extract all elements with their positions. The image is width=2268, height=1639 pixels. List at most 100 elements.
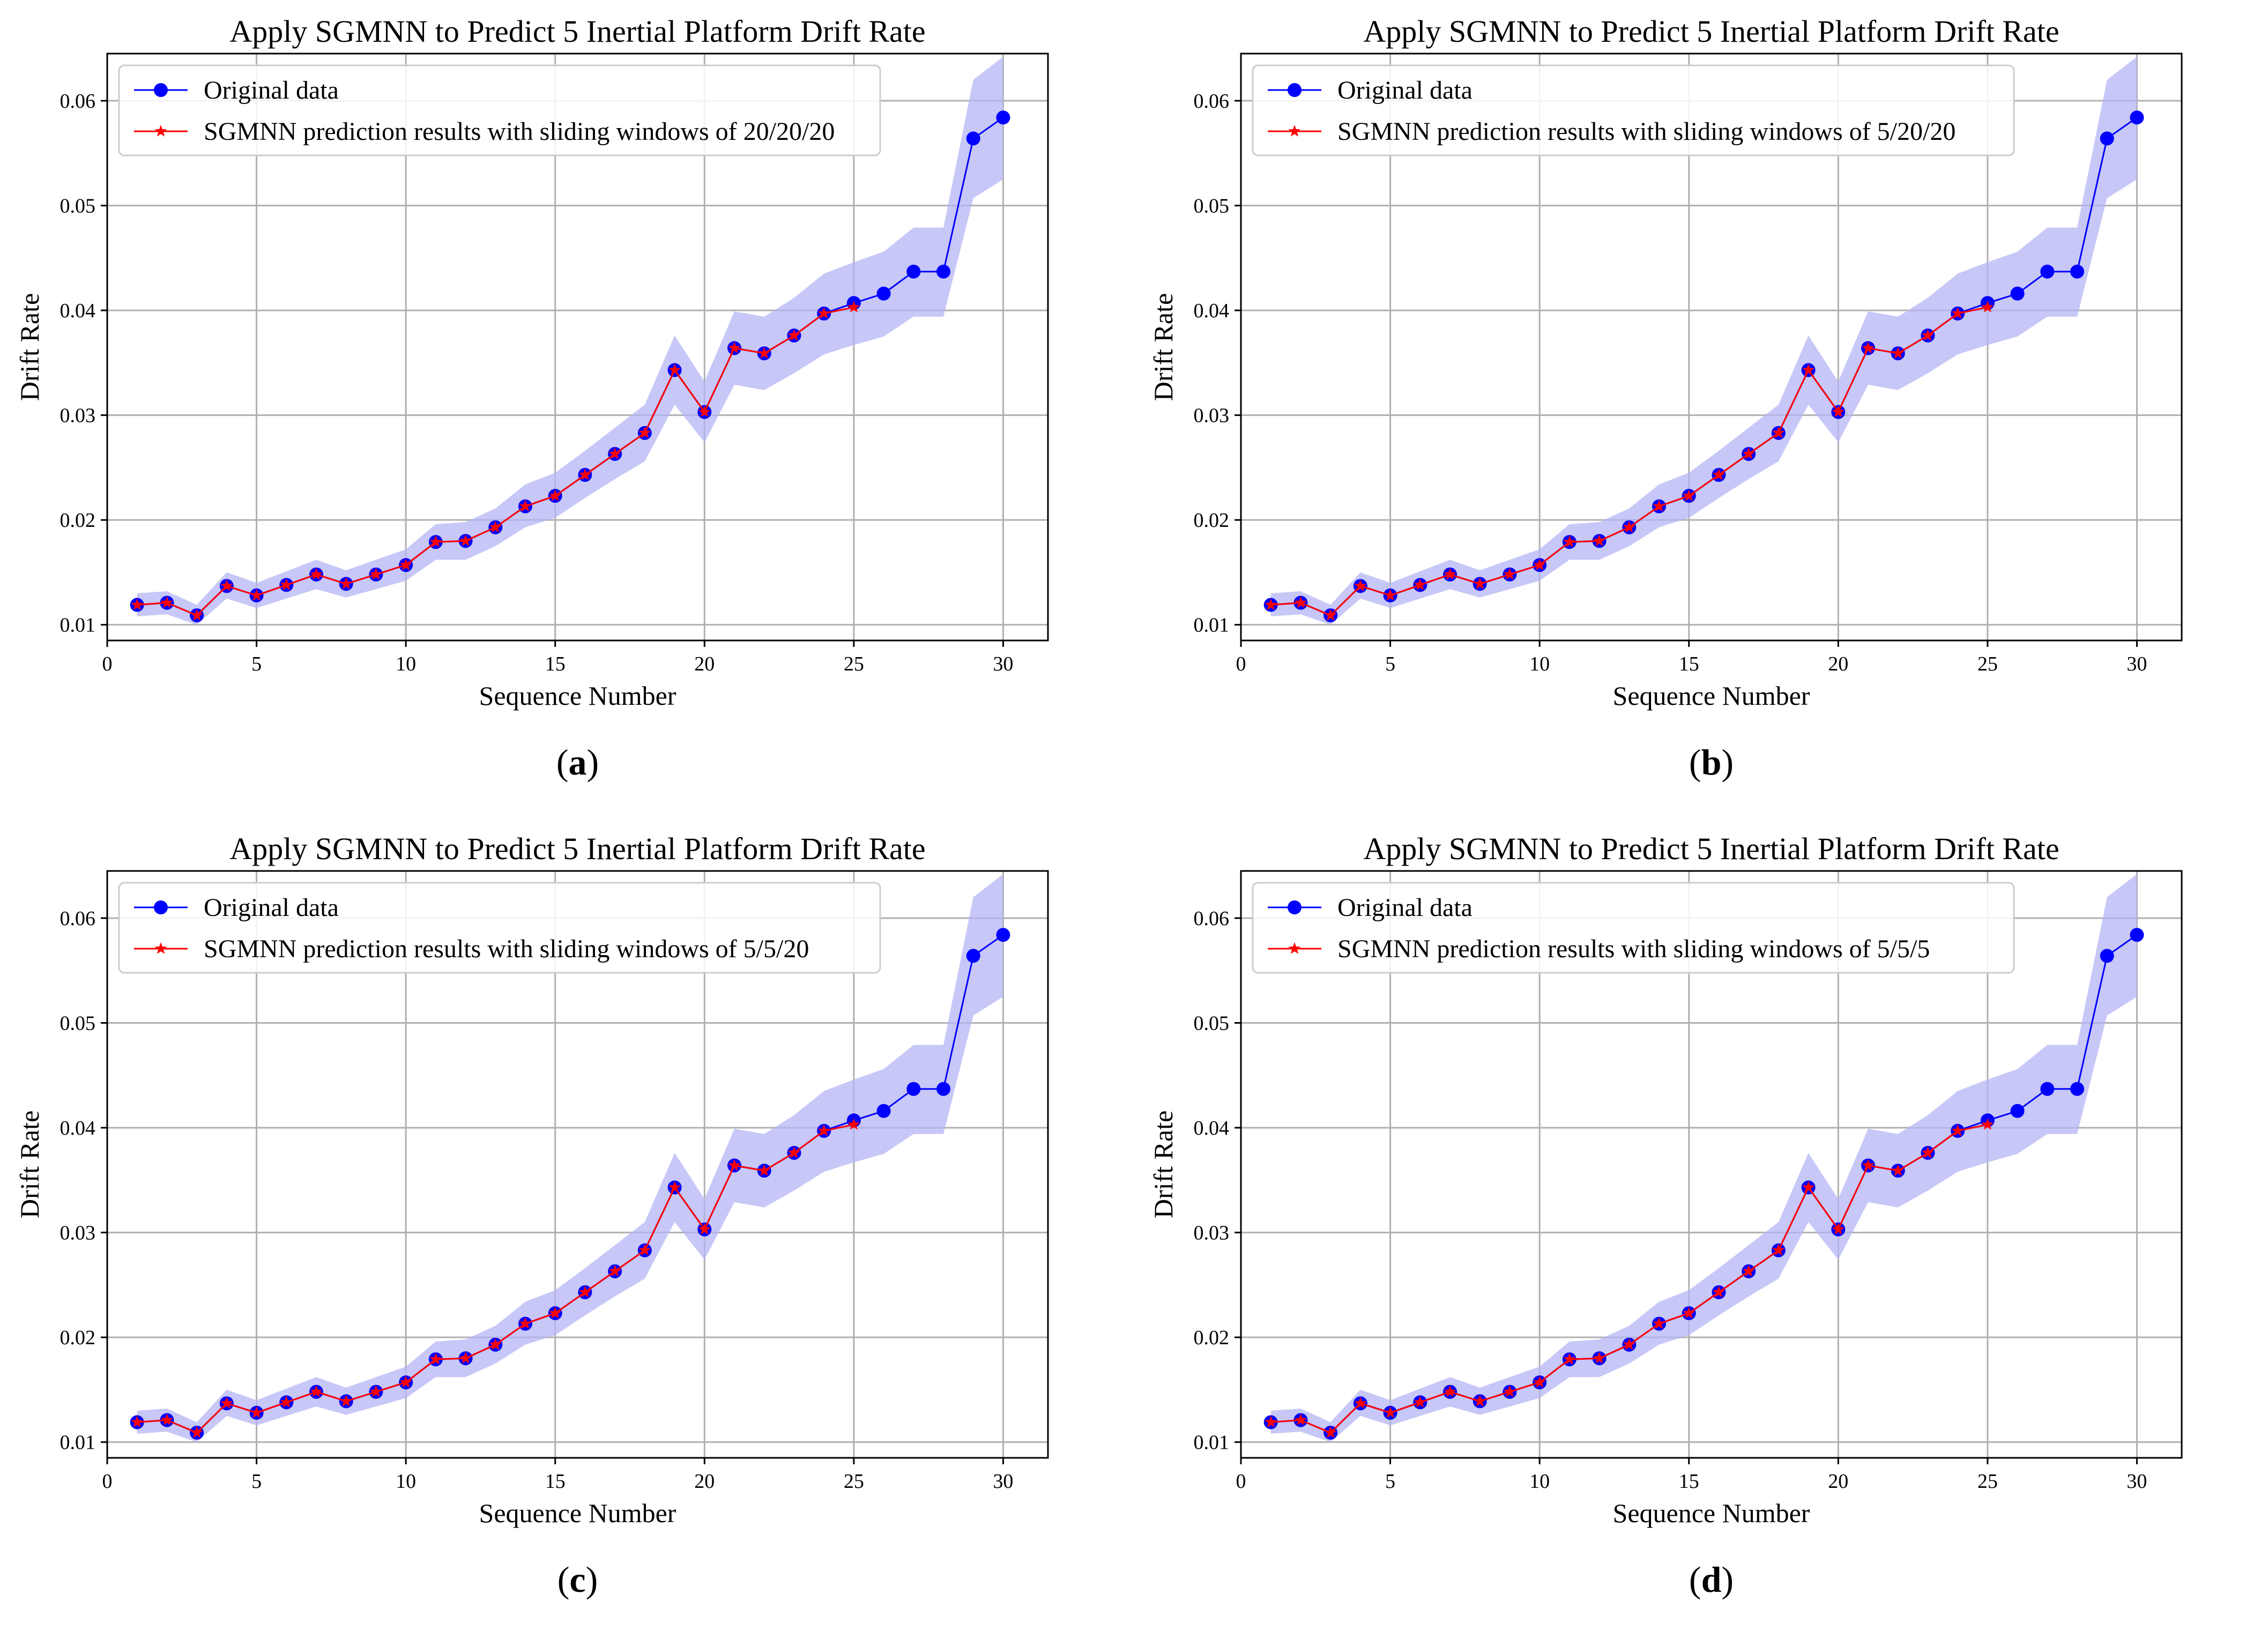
- data-point-prediction: [370, 568, 382, 580]
- y-tick-label: 0.03: [1194, 1222, 1230, 1245]
- x-tick-label: 30: [993, 653, 1013, 675]
- y-tick-label: 0.06: [1194, 907, 1230, 930]
- y-tick-label: 0.05: [1194, 1012, 1230, 1035]
- x-tick-label: 20: [694, 653, 715, 675]
- data-point-prediction: [1384, 588, 1396, 601]
- y-tick-label: 0.02: [60, 509, 96, 532]
- x-tick-label: 30: [2126, 1470, 2147, 1493]
- y-tick-label: 0.01: [60, 1432, 96, 1454]
- confidence-band: [137, 874, 1003, 1442]
- y-tick-label: 0.05: [60, 1012, 96, 1035]
- data-point-prediction: [579, 1286, 591, 1298]
- data-point-prediction: [1653, 1317, 1665, 1329]
- data-point-prediction: [668, 363, 681, 376]
- legend: Original data SGMNN prediction results wi…: [118, 882, 881, 974]
- chart-title: Apply SGMNN to Predict 5 Inertial Platfo…: [229, 14, 925, 49]
- data-point-original: [2040, 1082, 2055, 1096]
- legend-marker-prediction: [154, 942, 167, 954]
- x-axis-label: Sequence Number: [1613, 1498, 1810, 1528]
- data-point-prediction: [1324, 609, 1337, 621]
- data-point-prediction: [1414, 1396, 1426, 1408]
- data-point-prediction: [1922, 329, 1934, 341]
- data-point-prediction: [1683, 489, 1696, 501]
- data-point-prediction: [1444, 568, 1456, 580]
- data-point-original: [2100, 131, 2114, 146]
- data-point-prediction: [698, 405, 711, 418]
- x-axis-label: Sequence Number: [1613, 681, 1810, 711]
- data-point-prediction: [250, 1406, 263, 1418]
- data-point-original: [2130, 110, 2144, 125]
- data-point-prediction: [161, 1413, 173, 1426]
- data-point-prediction: [788, 1146, 800, 1158]
- legend-marker-prediction: [154, 125, 167, 137]
- y-tick-label: 0.02: [60, 1327, 96, 1349]
- data-point-prediction: [668, 1181, 681, 1193]
- x-tick-label: 15: [545, 653, 566, 675]
- data-point-prediction: [1862, 1159, 1875, 1171]
- legend-label-original: Original data: [1337, 76, 1473, 105]
- data-point-original: [2130, 928, 2144, 942]
- data-point-original: [876, 286, 891, 301]
- legend-box: [118, 64, 881, 157]
- data-point-prediction: [250, 588, 263, 601]
- data-point-prediction: [608, 447, 621, 459]
- data-point-prediction: [1623, 520, 1635, 533]
- data-point-prediction: [1444, 1385, 1456, 1397]
- data-point-prediction: [459, 534, 472, 546]
- data-point-original: [966, 131, 980, 146]
- chart-title: Apply SGMNN to Predict 5 Inertial Platfo…: [229, 831, 925, 866]
- legend-label-prediction: SGMNN prediction results with sliding wi…: [204, 117, 835, 146]
- legend: Original data SGMNN prediction results wi…: [118, 64, 881, 157]
- data-point-prediction: [310, 1385, 323, 1397]
- y-tick-label: 0.06: [60, 907, 96, 930]
- data-point-prediction: [1653, 500, 1665, 512]
- axes-frame: [1240, 53, 2183, 642]
- data-point-prediction: [220, 579, 233, 591]
- chart-panel-d: Apply SGMNN to Predict 5 Inertial Platfo…: [1134, 817, 2259, 1632]
- data-point-prediction: [220, 1397, 233, 1409]
- data-point-original: [936, 264, 950, 279]
- data-point-prediction: [1474, 577, 1486, 590]
- data-point-prediction: [1892, 347, 1905, 359]
- data-point-prediction: [1862, 341, 1875, 354]
- y-tick-label: 0.04: [1194, 1117, 1230, 1139]
- chart-svg: Apply SGMNN to Predict 5 Inertial Platfo…: [1148, 831, 2183, 1600]
- chart-svg: Apply SGMNN to Predict 5 Inertial Platfo…: [1148, 14, 2183, 783]
- data-point-prediction: [728, 341, 741, 354]
- data-point-original: [2100, 949, 2114, 963]
- legend-label-original: Original data: [1337, 893, 1473, 922]
- data-point-prediction: [399, 558, 412, 570]
- y-axis-label: Drift Rate: [1148, 1111, 1178, 1218]
- data-point-prediction: [728, 1159, 741, 1171]
- data-point-prediction: [1772, 1243, 1785, 1256]
- data-point-original: [996, 110, 1010, 125]
- data-point-prediction: [1265, 1416, 1277, 1428]
- data-point-original: [2070, 264, 2084, 279]
- y-tick-label: 0.02: [1194, 509, 1230, 532]
- confidence-band: [137, 56, 1003, 625]
- x-tick-label: 10: [1529, 653, 1550, 675]
- y-axis-label: Drift Rate: [14, 1111, 44, 1218]
- data-point-prediction: [1563, 1353, 1576, 1365]
- legend-marker-prediction: [1288, 125, 1301, 137]
- legend-marker-original: [154, 83, 168, 97]
- y-tick-label: 0.03: [1194, 405, 1230, 427]
- data-point-prediction: [1414, 578, 1426, 591]
- panel-caption: (b): [1689, 742, 1734, 783]
- legend-label-original: Original data: [204, 893, 339, 922]
- y-tick-label: 0.04: [1194, 300, 1230, 322]
- confidence-band: [1270, 56, 2137, 625]
- legend-label-original: Original data: [204, 76, 339, 105]
- data-point-prediction: [429, 535, 442, 547]
- data-point-original: [996, 928, 1010, 942]
- axes-frame: [106, 53, 1049, 642]
- data-point-prediction: [489, 1338, 502, 1350]
- x-tick-label: 25: [844, 1470, 864, 1493]
- data-point-original: [2040, 264, 2055, 279]
- data-point-prediction: [1772, 426, 1785, 438]
- x-tick-label: 5: [1385, 1470, 1395, 1493]
- x-tick-label: 0: [1236, 1470, 1246, 1493]
- data-point-prediction: [1533, 1376, 1546, 1388]
- y-tick-label: 0.04: [60, 1117, 96, 1139]
- chart-panel-a: Apply SGMNN to Predict 5 Inertial Platfo…: [0, 0, 1126, 815]
